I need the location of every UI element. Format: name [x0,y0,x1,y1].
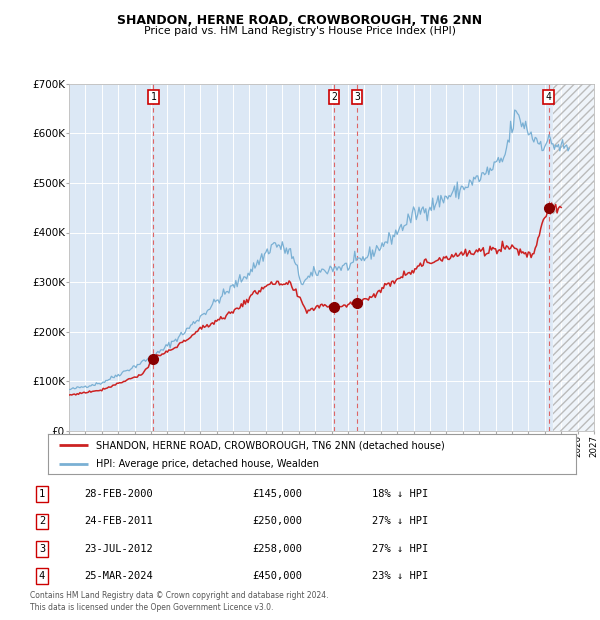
Text: 3: 3 [39,544,45,554]
Text: 23% ↓ HPI: 23% ↓ HPI [372,571,428,581]
Bar [553,84,594,431]
Text: 27% ↓ HPI: 27% ↓ HPI [372,544,428,554]
Text: 2: 2 [331,92,337,102]
Text: 1: 1 [151,92,157,102]
Text: 28-FEB-2000: 28-FEB-2000 [84,489,153,499]
Text: 3: 3 [354,92,360,102]
Text: 24-FEB-2011: 24-FEB-2011 [84,516,153,526]
Text: 25-MAR-2024: 25-MAR-2024 [84,571,153,581]
Text: 1: 1 [39,489,45,499]
Text: HPI: Average price, detached house, Wealden: HPI: Average price, detached house, Weal… [95,459,319,469]
Text: Price paid vs. HM Land Registry's House Price Index (HPI): Price paid vs. HM Land Registry's House … [144,26,456,36]
Text: 4: 4 [39,571,45,581]
Text: SHANDON, HERNE ROAD, CROWBOROUGH, TN6 2NN (detached house): SHANDON, HERNE ROAD, CROWBOROUGH, TN6 2N… [95,440,444,450]
Text: Contains HM Land Registry data © Crown copyright and database right 2024.
This d: Contains HM Land Registry data © Crown c… [30,591,329,612]
Bar [553,84,594,431]
Text: £258,000: £258,000 [252,544,302,554]
Text: £450,000: £450,000 [252,571,302,581]
Text: 23-JUL-2012: 23-JUL-2012 [84,544,153,554]
Text: 2: 2 [39,516,45,526]
Text: 4: 4 [545,92,551,102]
Text: 27% ↓ HPI: 27% ↓ HPI [372,516,428,526]
Text: £250,000: £250,000 [252,516,302,526]
Text: £145,000: £145,000 [252,489,302,499]
Text: SHANDON, HERNE ROAD, CROWBOROUGH, TN6 2NN: SHANDON, HERNE ROAD, CROWBOROUGH, TN6 2N… [118,14,482,27]
Text: 18% ↓ HPI: 18% ↓ HPI [372,489,428,499]
